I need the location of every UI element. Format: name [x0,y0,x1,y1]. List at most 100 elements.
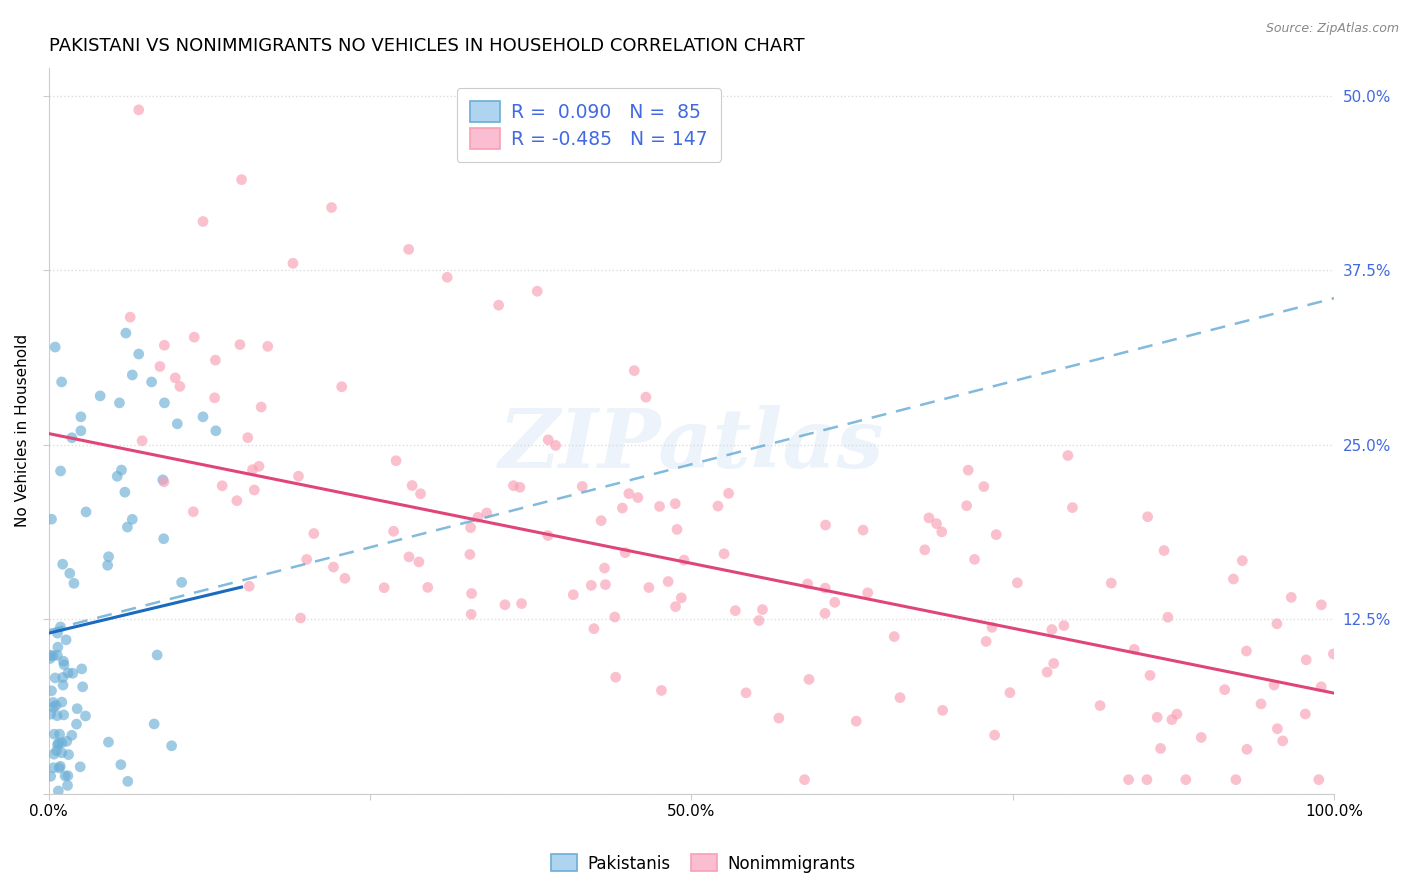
Point [1149,741,1171,756]
Point [48,727,70,741]
Point [70,424,93,438]
Point [856,586,879,600]
Point [55,632,77,647]
Point [166,417,188,431]
Point [1036,665,1059,679]
Point [97,558,120,573]
Point [211,479,233,493]
Point [170,575,193,590]
Point [889,690,911,705]
Point [1213,682,1236,697]
Point [72,680,94,694]
Point [605,670,627,684]
Point [1174,772,1197,787]
Point [1099,576,1122,591]
Point [1310,598,1333,612]
Point [225,493,247,508]
Point [46,648,69,663]
Y-axis label: No Vehicles in Household: No Vehicles in Household [15,334,30,527]
Point [398,243,420,257]
Point [143,717,166,731]
Point [70,662,93,676]
Point [983,728,1005,742]
Point [1160,713,1182,727]
Point [60,728,83,742]
Point [46,708,69,723]
Point [256,339,278,353]
Point [56,665,79,680]
Point [42,695,65,709]
Point [75,505,97,519]
Point [650,683,672,698]
Point [49,620,72,634]
Point [52,707,75,722]
Point [409,487,432,501]
Point [981,620,1004,634]
Point [1153,543,1175,558]
Point [1250,697,1272,711]
Point [42,648,65,663]
Point [571,479,593,493]
Point [120,310,142,325]
Point [1146,710,1168,724]
Point [671,591,693,605]
Point [89,389,111,403]
Point [48,737,70,751]
Point [39,707,62,722]
Point [204,353,226,368]
Point [1189,731,1212,745]
Point [614,546,637,560]
Point [105,469,128,483]
Point [1136,509,1159,524]
Point [956,499,979,513]
Legend: Pakistanis, Nonimmigrants: Pakistanis, Nonimmigrants [544,847,862,880]
Point [748,614,770,628]
Point [242,463,264,477]
Point [627,491,650,505]
Point [56,779,79,793]
Point [70,409,93,424]
Legend: R =  0.090   N =  85, R = -0.485   N = 147: R = 0.090 N = 85, R = -0.485 N = 147 [457,88,721,162]
Point [295,552,318,566]
Point [56,769,79,783]
Point [914,542,936,557]
Point [287,469,309,483]
Point [707,499,730,513]
Point [883,630,905,644]
Point [1294,706,1316,721]
Point [46,640,69,654]
Point [617,486,640,500]
Point [44,340,66,354]
Point [797,673,820,687]
Point [526,285,548,299]
Point [666,523,689,537]
Point [110,463,132,477]
Point [44,727,66,741]
Point [664,497,686,511]
Point [1271,734,1294,748]
Point [52,557,75,571]
Point [238,579,260,593]
Point [612,501,634,516]
Point [149,359,172,374]
Point [623,364,645,378]
Point [1232,554,1254,568]
Point [1265,616,1288,631]
Point [385,454,408,468]
Point [382,524,405,539]
Point [302,526,325,541]
Point [845,714,868,728]
Point [45,744,67,758]
Point [322,560,344,574]
Point [1136,772,1159,787]
Point [46,784,69,798]
Point [925,516,948,531]
Point [114,485,136,500]
Point [52,670,75,684]
Point [1308,772,1330,787]
Point [49,464,72,478]
Point [53,769,76,783]
Text: ZIPatlas: ZIPatlas [499,405,884,485]
Text: PAKISTANI VS NONIMMIGRANTS NO VEHICLES IN HOUSEHOLD CORRELATION CHART: PAKISTANI VS NONIMMIGRANTS NO VEHICLES I… [49,37,804,55]
Point [494,598,516,612]
